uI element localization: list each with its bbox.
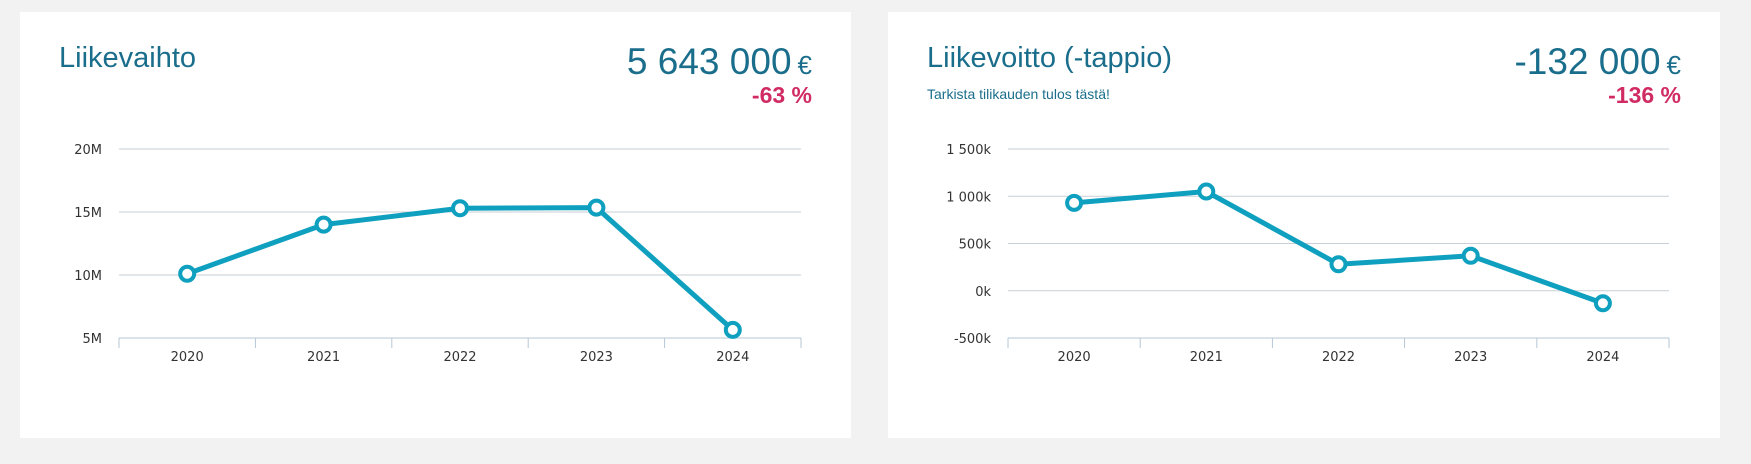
x-tick-label: 2024: [716, 350, 749, 365]
data-point[interactable]: [1065, 193, 1084, 212]
y-tick-label: 0k: [975, 285, 991, 300]
profit-unit: €: [1666, 50, 1681, 80]
profit-value: -132 000 €: [1514, 41, 1681, 83]
revenue-title: Liikevaihto: [59, 42, 197, 74]
x-tick-label: 2023: [1454, 350, 1487, 365]
x-tick-label: 2020: [1058, 350, 1091, 365]
x-tick-label: 2022: [1322, 350, 1355, 365]
profit-value-block: -132 000 € -136 %: [1514, 41, 1681, 108]
data-point[interactable]: [1329, 255, 1348, 274]
series-line: [1071, 189, 1606, 306]
data-point[interactable]: [587, 198, 606, 217]
y-tick-label: 10M: [74, 269, 102, 284]
y-tick-label: -500k: [954, 332, 992, 347]
revenue-value-block: 5 643 000 € -63 %: [626, 41, 812, 108]
y-tick-label: 1 000k: [946, 190, 991, 205]
y-tick-label: 5M: [83, 332, 103, 347]
data-point[interactable]: [451, 199, 469, 218]
profit-card: Liikevoitto (-tappio) Tarkista tilikaude…: [888, 12, 1720, 438]
data-point[interactable]: [314, 215, 333, 234]
revenue-value: 5 643 000 €: [626, 41, 812, 83]
revenue-chart: 5M 10M 15M 20M 2020 2021 2022 2023 2024: [74, 143, 802, 365]
x-tick-label: 2024: [1586, 350, 1619, 365]
revenue-amount: 5 643 000: [626, 41, 792, 82]
revenue-card: Liikevaihto 5 643 000 € -63 % 5M 10M 15M 20M…: [20, 12, 851, 438]
revenue-unit: €: [797, 50, 812, 80]
x-tick-label: 2023: [580, 350, 613, 365]
x-tick-label: 2021: [1190, 350, 1223, 365]
profit-check-link[interactable]: Tarkista tilikauden tulos tästä!: [927, 86, 1110, 102]
profit-chart: -500k 0k 500k 1 000k 1 500k 2020 2021 2022 2023 2…: [946, 143, 1670, 365]
x-tick-label: 2021: [307, 350, 340, 365]
profit-change: -136 %: [1608, 81, 1681, 108]
data-point[interactable]: [723, 320, 742, 339]
x-tick-label: 2022: [443, 350, 476, 365]
data-point[interactable]: [1593, 294, 1612, 313]
profit-amount: -132 000: [1514, 41, 1661, 82]
profit-title: Liikevoitto (-tappio): [927, 42, 1172, 74]
revenue-change: -63 %: [751, 81, 812, 108]
series-line: [184, 205, 736, 333]
data-point[interactable]: [1197, 182, 1216, 201]
data-point[interactable]: [1461, 246, 1480, 265]
y-tick-label: 1 500k: [946, 143, 991, 158]
y-tick-label: 20M: [74, 143, 102, 158]
data-point[interactable]: [178, 264, 197, 283]
x-tick-label: 2020: [171, 350, 204, 365]
y-tick-label: 500k: [959, 238, 992, 253]
y-tick-label: 15M: [74, 206, 102, 221]
